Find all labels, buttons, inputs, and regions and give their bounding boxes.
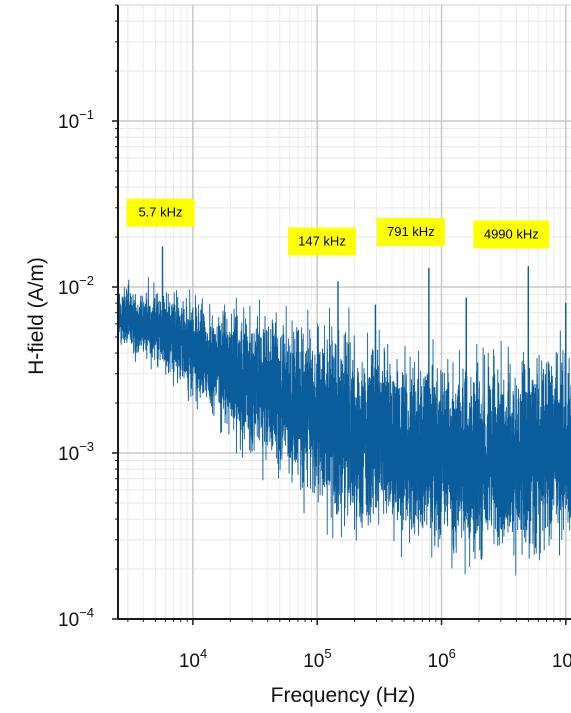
annotation-box xyxy=(376,218,445,247)
y-tick-label: 10−4 xyxy=(58,605,94,631)
axes xyxy=(112,4,571,625)
y-tick-label: 10−1 xyxy=(58,107,94,133)
peak-annotations: 5.7 kHz 147 kHz 791 kHz 4990 kHz xyxy=(126,198,550,256)
peak-annotation: 147 kHz xyxy=(287,227,356,256)
y-axis-label: H-field (A/m) xyxy=(25,257,48,375)
annotation-label: 147 kHz xyxy=(298,233,346,248)
annotation-label: 5.7 kHz xyxy=(138,205,182,220)
spectrum-line xyxy=(117,246,571,576)
spectrum-series xyxy=(117,246,571,576)
annotation-box xyxy=(287,227,356,256)
x-tick-label: 107 xyxy=(552,646,571,672)
peak-annotation: 791 kHz xyxy=(376,218,445,247)
peak-annotation: 4990 kHz xyxy=(473,220,550,249)
y-tick-label: 10−2 xyxy=(58,273,94,299)
annotation-label: 4990 kHz xyxy=(484,226,539,241)
annotation-box xyxy=(126,198,195,227)
tick-labels: 10−4 10−3 10−2 10−1 104 105 106 107 xyxy=(58,107,571,672)
peak-annotation: 5.7 kHz xyxy=(126,198,195,227)
y-tick-label: 10−3 xyxy=(58,439,94,465)
annotation-box xyxy=(473,220,550,249)
x-tick-label: 104 xyxy=(179,646,207,672)
x-tick-label: 105 xyxy=(303,646,331,672)
annotation-label: 791 kHz xyxy=(387,224,435,239)
x-tick-label: 106 xyxy=(428,646,456,672)
x-axis-label: Frequency (Hz) xyxy=(271,684,416,707)
